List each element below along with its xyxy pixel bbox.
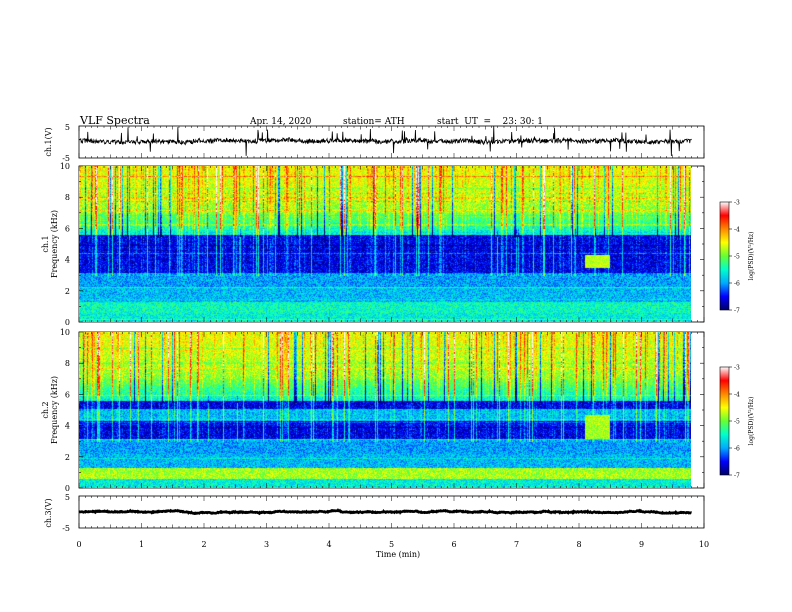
colorbar-tick-label: -7 (734, 308, 740, 315)
colorbar-tick-label: -7 (734, 473, 740, 480)
ch1-spectrogram-yticks: 0 2 4 6 8 10 (60, 162, 704, 327)
colorbar-ch1: -3 -4 -5 -6 -7 log(PSD)(V²/Hz) (719, 200, 755, 315)
ch2-spectrogram-ylabel-channel: ch.2 (41, 401, 50, 418)
frequency-tick-label: 2 (65, 287, 70, 296)
ch1-waveform-line (78, 126, 692, 156)
frequency-tick-label: 6 (65, 390, 70, 399)
frequency-tick-label: 10 (60, 328, 70, 337)
ch1-waveform-panel: 5 -5 ch.1(V) (44, 123, 705, 163)
colorbar-ch2-label: log(PSD)(V²/Hz) (748, 397, 755, 446)
colorbar-ch2-scale (719, 366, 730, 476)
time-tick-label: 10 (699, 540, 709, 549)
time-axis-label: Time (min) (376, 550, 420, 559)
time-tick-label: 2 (201, 540, 206, 549)
time-tick-label: 9 (639, 540, 644, 549)
colorbar-ch2-ticks: -3 -4 -5 -6 -7 (729, 365, 740, 480)
ch1-spectrogram-image (79, 166, 691, 322)
chart-title: VLF Spectra (79, 114, 150, 127)
frequency-tick-label: 8 (65, 193, 70, 202)
colorbar-tick-label: -4 (734, 392, 740, 399)
frequency-tick-label: 10 (60, 162, 70, 171)
time-tick-label: 4 (326, 540, 331, 549)
colorbar-tick-label: -5 (734, 419, 740, 426)
colorbar-tick-label: -6 (734, 446, 740, 453)
ch2-spectrogram-yticks: 0 2 4 6 8 10 (60, 328, 704, 493)
ch3-ytick-bottom: -5 (62, 524, 70, 533)
frequency-tick-label: 2 (65, 453, 70, 462)
ch1-ytick-bottom: -5 (62, 154, 70, 163)
ch1-spectrogram-ylabel-channel: ch.1 (41, 235, 50, 252)
colorbar-tick-label: -4 (734, 227, 740, 234)
colorbar-ch1-scale (719, 201, 730, 311)
frequency-tick-label: 0 (65, 318, 70, 327)
frequency-tick-label: 0 (65, 484, 70, 493)
ch1-ytick-top: 5 (65, 123, 70, 132)
colorbar-ch1-label: log(PSD)(V²/Hz) (748, 232, 755, 281)
time-tick-label: 8 (576, 540, 581, 549)
header-start-ut: start UT = 23: 30: 1 (437, 117, 543, 127)
colorbar-tick-label: -6 (734, 281, 740, 288)
ch3-waveform-panel: 5 -5 ch.3(V) (44, 493, 705, 533)
time-axis: 0 1 2 3 4 5 6 7 8 9 10 (76, 126, 709, 549)
frequency-tick-label: 8 (65, 359, 70, 368)
time-tick-label: 1 (139, 540, 144, 549)
ch3-waveform-line (78, 508, 692, 516)
ch2-spectrogram-image (79, 332, 691, 488)
ch2-spectrogram-ylabel-frequency: Frequency (kHz) (50, 376, 59, 444)
colorbar-tick-label: -5 (734, 254, 740, 261)
ch3-ytick-top: 5 (65, 493, 70, 502)
ch1-spectrogram-ylabel-frequency: Frequency (kHz) (50, 210, 59, 278)
time-tick-label: 6 (451, 540, 456, 549)
ch2-spectrogram-panel: 0 2 4 6 8 10 ch.2 Frequency (kHz) (41, 328, 705, 493)
time-tick-label: 0 (76, 540, 81, 549)
colorbar-ch2: -3 -4 -5 -6 -7 log(PSD)(V²/Hz) (719, 365, 755, 480)
frequency-tick-label: 6 (65, 224, 70, 233)
colorbar-tick-label: -3 (734, 365, 740, 372)
frequency-tick-label: 4 (65, 256, 70, 265)
header-station: station= ATH (343, 117, 405, 127)
ch1-spectrogram-panel: 0 2 4 6 8 10 ch.1 Frequency (kHz) (41, 162, 705, 327)
colorbar-tick-label: -3 (734, 200, 740, 207)
ch1-ylabel: ch.1(V) (44, 127, 53, 156)
frequency-tick-label: 4 (65, 422, 70, 431)
time-tick-label: 5 (389, 540, 394, 549)
header-date: Apr. 14, 2020 (249, 117, 312, 127)
ch3-ylabel: ch.3(V) (44, 498, 53, 527)
colorbar-ch1-ticks: -3 -4 -5 -6 -7 (729, 200, 740, 315)
time-tick-label: 7 (514, 540, 519, 549)
time-tick-label: 3 (264, 540, 269, 549)
